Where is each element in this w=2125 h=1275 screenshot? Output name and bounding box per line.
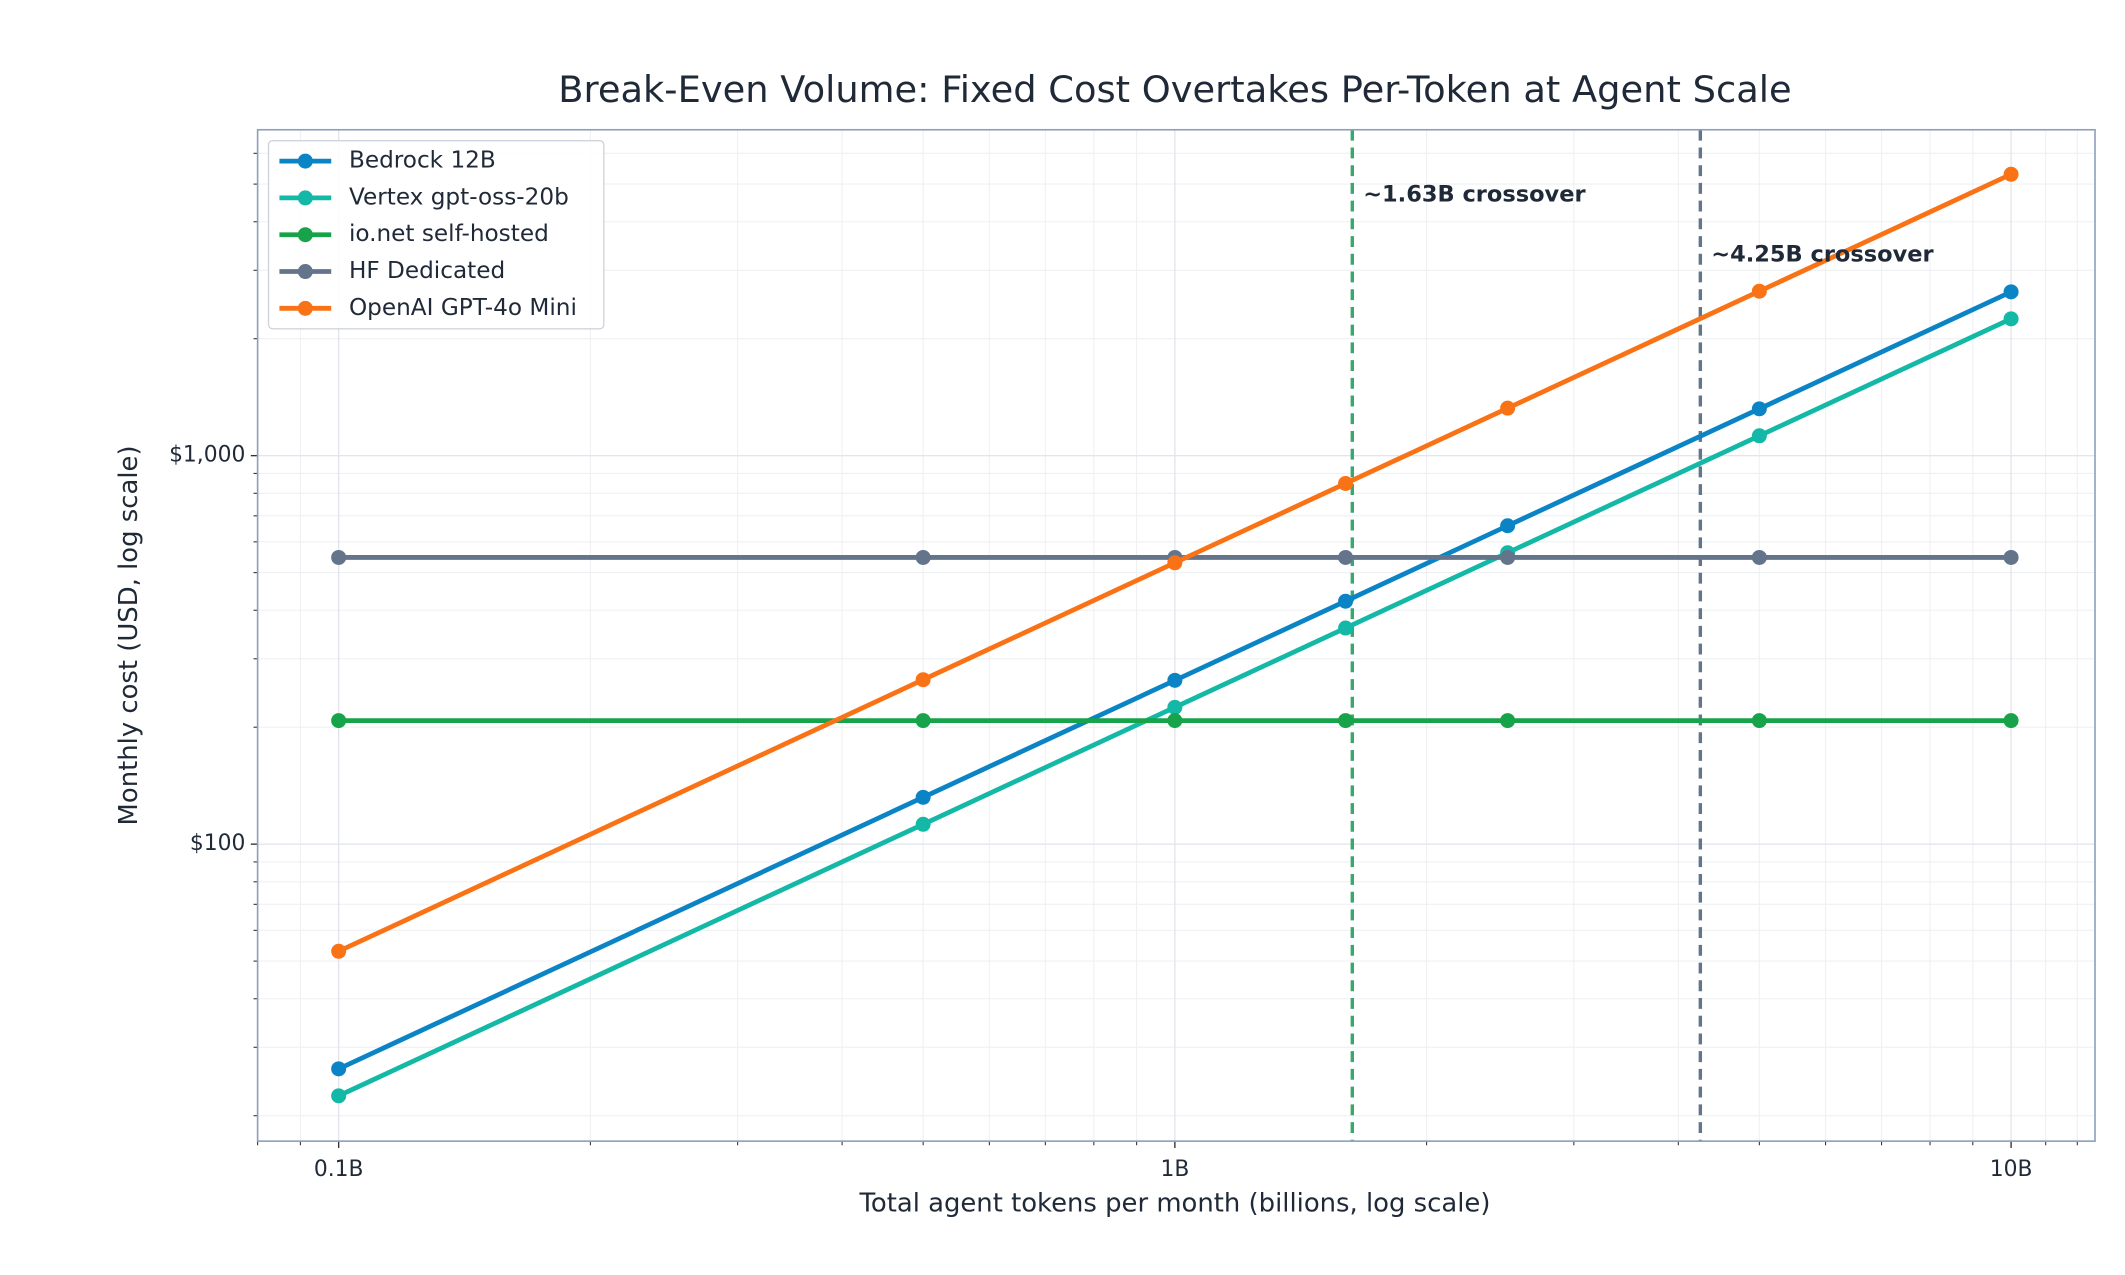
y-tick-label: $100 <box>190 831 245 856</box>
legend-marker <box>297 300 313 316</box>
data-point <box>1338 475 1354 491</box>
data-point <box>915 816 931 832</box>
y-axis-label: Monthly cost (USD, log scale) <box>114 445 144 825</box>
data-point <box>1167 672 1183 688</box>
data-point <box>1751 549 1767 565</box>
x-tick-label: 10B <box>1990 1157 2033 1182</box>
chart-title: Break-Even Volume: Fixed Cost Overtakes … <box>558 68 1791 111</box>
data-point <box>1751 401 1767 417</box>
crossover-label: ~4.25B crossover <box>1711 242 1934 268</box>
legend-label: Vertex gpt-oss-20b <box>349 183 569 210</box>
legend-marker <box>297 227 313 243</box>
data-point <box>1751 283 1767 299</box>
data-point <box>2003 549 2019 565</box>
data-point <box>1167 699 1183 715</box>
data-point <box>1338 593 1354 609</box>
data-point <box>331 713 347 729</box>
legend-label: io.net self-hosted <box>349 220 549 247</box>
y-tick-label: $1,000 <box>169 443 245 468</box>
legend-label: OpenAI GPT-4o Mini <box>349 294 577 321</box>
legend-box <box>267 139 605 330</box>
legend-label: Bedrock 12B <box>349 147 496 174</box>
data-point <box>331 1088 347 1104</box>
data-point <box>915 549 931 565</box>
data-point <box>1500 400 1516 416</box>
crossover-label: ~1.63B crossover <box>1363 182 1586 208</box>
x-tick-label: 0.1B <box>314 1157 364 1182</box>
legend-label: HF Dedicated <box>349 257 505 284</box>
x-tick-label: 1B <box>1160 1157 1189 1182</box>
data-point <box>1338 713 1354 729</box>
data-point <box>1500 549 1516 565</box>
plot-area <box>331 129 2019 1142</box>
data-point <box>1500 713 1516 729</box>
data-point <box>2003 284 2019 300</box>
data-point <box>2003 713 2019 729</box>
data-point <box>1167 713 1183 729</box>
data-point <box>915 789 931 805</box>
data-point <box>1751 428 1767 444</box>
legend-marker <box>297 153 313 169</box>
data-point <box>915 713 931 729</box>
data-point <box>1338 549 1354 565</box>
x-axis-label: Total agent tokens per month (billions, … <box>858 1188 1490 1218</box>
data-point <box>1500 518 1516 534</box>
data-point <box>331 549 347 565</box>
legend-marker <box>297 190 313 206</box>
data-point <box>331 943 347 959</box>
data-point <box>331 1061 347 1077</box>
data-point <box>2003 311 2019 327</box>
data-point <box>2003 166 2019 182</box>
data-point <box>1751 713 1767 729</box>
axes-frame <box>256 128 2096 1142</box>
data-point <box>1167 555 1183 571</box>
legend: Bedrock 12B Vertex gpt-oss-20b io.net self… <box>267 139 605 330</box>
data-point <box>1338 620 1354 636</box>
data-point <box>915 672 931 688</box>
legend-marker <box>297 264 313 280</box>
